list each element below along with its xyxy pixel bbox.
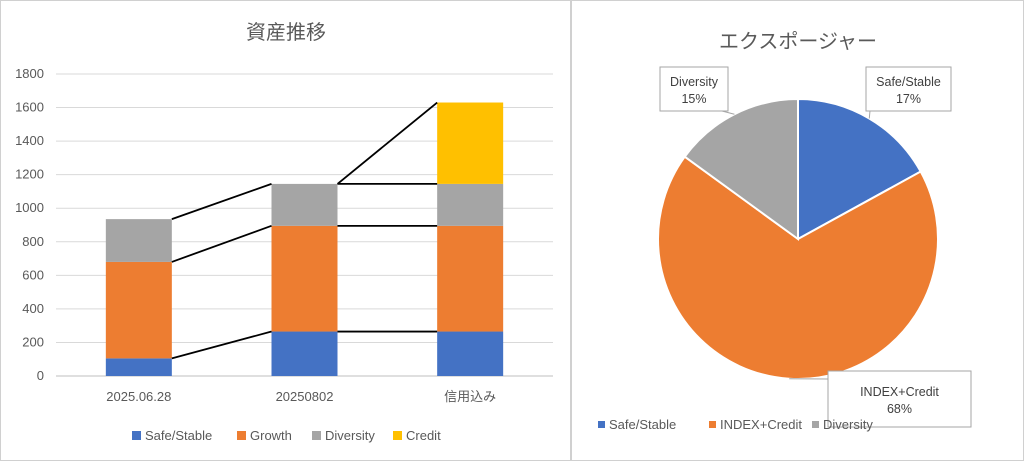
x-tick-label: 20250802 xyxy=(276,389,334,404)
legend-label: Safe/Stable xyxy=(145,428,212,443)
bar-segment xyxy=(437,225,504,332)
legend-label: Growth xyxy=(250,428,292,443)
pie-chart: エクスポージャー Safe/Stable 17% INDEX+Credit 68% Div… xyxy=(598,29,972,432)
legend-label: Diversity xyxy=(823,417,873,432)
legend-label: INDEX+Credit xyxy=(720,417,802,432)
y-tick-label: 1800 xyxy=(15,66,44,81)
leader-line xyxy=(868,110,871,119)
bar-segment xyxy=(105,358,172,376)
data-label-box xyxy=(659,66,729,112)
legend-swatch xyxy=(132,431,141,440)
legend-label: Credit xyxy=(406,428,441,443)
y-tick-label: 0 xyxy=(37,368,44,383)
bar-segment xyxy=(271,225,338,332)
chart-title: エクスポージャー xyxy=(719,29,877,53)
leader-line xyxy=(721,110,735,115)
pie-chart-panel: エクスポージャー Safe/Stable 17% INDEX+Credit 68% Div… xyxy=(571,0,1024,461)
y-tick-label: 1400 xyxy=(15,133,44,148)
y-tick-label: 200 xyxy=(22,334,44,349)
chart-title: 資産推移 xyxy=(246,20,326,44)
data-label-value: 17% xyxy=(896,92,921,106)
data-label-name: Safe/Stable xyxy=(876,75,941,89)
series-line xyxy=(171,224,272,263)
y-tick-label: 600 xyxy=(22,267,44,282)
legend-swatch xyxy=(237,431,246,440)
data-label-name: INDEX+Credit xyxy=(860,385,939,399)
data-label-box xyxy=(827,370,972,428)
bar-segment xyxy=(105,219,172,262)
data-label-name: Diversity xyxy=(670,75,719,89)
legend-swatch xyxy=(709,421,716,428)
series-line xyxy=(171,183,272,220)
bar-segment xyxy=(437,331,504,376)
bar-segment xyxy=(437,102,504,184)
y-tick-label: 1000 xyxy=(15,200,44,215)
x-tick-label: 2025.06.28 xyxy=(106,389,171,404)
legend-swatch xyxy=(812,421,819,428)
bar-segment xyxy=(437,183,504,226)
bar-segment xyxy=(271,183,338,226)
bar-segment xyxy=(105,261,172,359)
legend-label: Safe/Stable xyxy=(609,417,676,432)
stacked-bar-chart-panel: 資産推移 0 200 400 600 800 1000 1200 1400 1600 1800 202… xyxy=(0,0,571,461)
legend-label: Diversity xyxy=(325,428,375,443)
legend-swatch xyxy=(393,431,402,440)
legend-swatch xyxy=(598,421,605,428)
pie-slice xyxy=(683,97,799,241)
stacked-bar-chart: 資産推移 0 200 400 600 800 1000 1200 1400 1600 1800 202… xyxy=(15,20,553,443)
y-tick-label: 800 xyxy=(22,234,44,249)
data-label-value: 68% xyxy=(887,402,912,416)
legend-swatch xyxy=(312,431,321,440)
y-tick-label: 400 xyxy=(22,301,44,316)
y-tick-label: 1600 xyxy=(15,100,44,115)
data-label-box xyxy=(865,66,952,112)
series-line xyxy=(171,330,272,360)
x-tick-label: 信用込み xyxy=(444,389,496,404)
bar-segment xyxy=(271,331,338,376)
data-label-value: 15% xyxy=(681,92,706,106)
series-line xyxy=(336,101,438,185)
y-tick-label: 1200 xyxy=(15,167,44,182)
